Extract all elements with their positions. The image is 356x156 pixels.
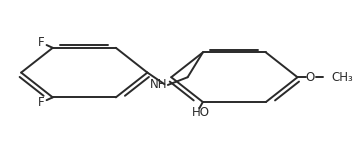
Text: CH₃: CH₃ xyxy=(331,71,354,84)
Text: F: F xyxy=(37,96,44,109)
Text: F: F xyxy=(37,36,44,49)
Text: NH: NH xyxy=(150,78,167,91)
Text: O: O xyxy=(306,71,315,84)
Text: HO: HO xyxy=(192,106,210,119)
